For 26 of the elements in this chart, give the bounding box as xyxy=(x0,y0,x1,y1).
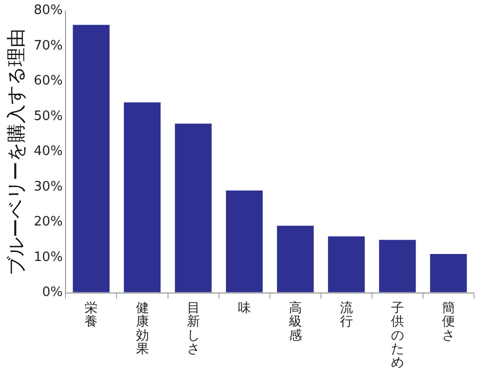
bar xyxy=(174,124,212,292)
x-tick-label: 味 xyxy=(238,300,251,316)
x-tick-label: 子供のため xyxy=(390,300,404,371)
x-tick-label: 目新しさ xyxy=(186,300,200,357)
y-tick-label: 20% xyxy=(34,214,63,230)
x-tick-label: 簡便さ xyxy=(442,300,455,344)
bar xyxy=(430,254,467,292)
x-tick-label: 高級感 xyxy=(288,300,302,344)
x-tick-label: 健康効果 xyxy=(136,300,149,357)
y-tick-label: 0% xyxy=(42,285,63,300)
bar xyxy=(226,190,263,292)
x-tick-label: 栄養 xyxy=(84,300,98,330)
y-tick-label: 80% xyxy=(34,3,63,18)
y-tick-label: 60% xyxy=(34,74,63,89)
bar xyxy=(328,236,365,292)
bar xyxy=(72,24,110,292)
y-tick-label: 50% xyxy=(34,108,63,124)
bar xyxy=(276,226,314,292)
y-tick-label: 30% xyxy=(34,179,63,194)
bar xyxy=(379,240,416,292)
y-tick-label: 70% xyxy=(34,38,63,54)
bar xyxy=(124,102,161,292)
y-tick-label: 10% xyxy=(34,250,63,265)
x-tick-label: 流行 xyxy=(340,300,353,330)
y-tick-label: 40% xyxy=(34,144,63,160)
y-axis-title: ブルーベリーを購入する理由 xyxy=(5,28,28,276)
